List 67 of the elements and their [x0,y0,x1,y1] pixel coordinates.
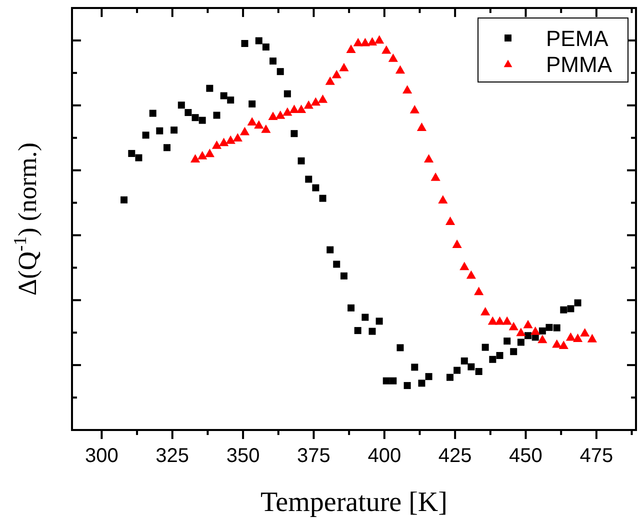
point [566,332,576,341]
point [388,54,398,62]
point [268,112,278,120]
point [580,328,590,336]
point [190,154,200,163]
point [395,65,406,74]
point [282,107,292,116]
legend-label: PEMA [546,26,609,51]
x-tick-label: 350 [226,445,260,467]
point [572,334,583,342]
point [247,117,257,126]
point [438,195,448,204]
point [332,70,342,78]
point [424,154,434,163]
point [452,240,462,248]
point [254,120,264,129]
point [494,316,505,325]
x-tick-label: 425 [438,445,472,467]
point [466,270,476,279]
point [339,62,349,72]
point [374,35,384,44]
point [318,94,328,103]
x-axis-title: Temperature [K] [260,487,448,518]
point [261,124,271,133]
point [198,151,208,160]
point [480,307,490,316]
point [430,172,440,181]
point [382,45,392,54]
point [538,334,548,344]
point [367,37,378,46]
x-tick-label: 325 [156,445,190,467]
point [310,97,320,106]
x-tick-label: 475 [580,445,614,467]
point [240,126,250,136]
x-tick-label: 400 [368,445,402,467]
point [587,334,597,342]
x-tick-label: 450 [509,445,542,467]
point [360,38,370,46]
point [402,85,412,94]
point [289,104,300,114]
point [508,322,518,330]
point [219,138,229,146]
point [460,262,470,270]
point [445,216,456,225]
point [502,316,512,325]
x-tick-label: 375 [297,445,330,467]
x-tick-label: 300 [84,445,118,467]
point [276,110,286,119]
point [346,44,356,53]
point [296,104,306,114]
point [416,122,427,131]
point [232,133,242,142]
point [474,286,484,296]
point [523,320,533,328]
point [552,339,562,348]
point [212,140,222,149]
point [204,148,214,158]
legend-label: PMMA [546,52,612,77]
point [488,316,498,325]
point [304,100,314,109]
point [516,328,526,336]
point [325,76,335,85]
point [353,38,363,46]
point [530,326,540,335]
point [558,340,568,349]
point [410,104,420,114]
point [226,135,236,144]
